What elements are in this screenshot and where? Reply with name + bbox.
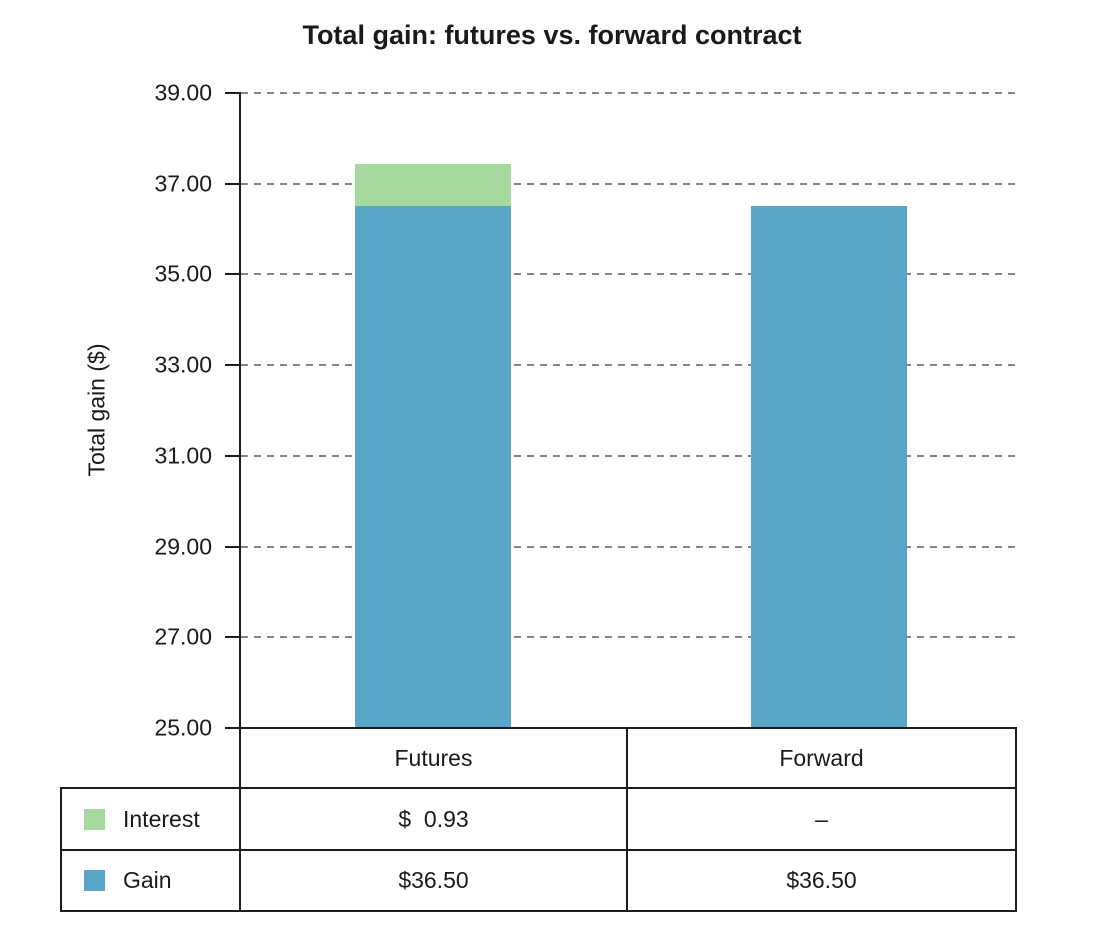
table-header-forward: Forward bbox=[779, 744, 864, 771]
y-tick-mark bbox=[225, 636, 241, 639]
table-cell-interest-forward: – bbox=[815, 805, 828, 832]
y-tick-label: 33.00 bbox=[154, 351, 212, 378]
table-header-futures: Futures bbox=[394, 744, 473, 771]
y-tick-mark bbox=[225, 273, 241, 276]
table-cell-interest-futures: $ 0.93 bbox=[398, 805, 469, 832]
y-tick-mark bbox=[225, 364, 241, 367]
table-line-h2 bbox=[60, 849, 1017, 851]
gridline bbox=[241, 636, 1017, 639]
table-line-h1 bbox=[60, 787, 1017, 789]
y-tick-label: 31.00 bbox=[154, 442, 212, 469]
legend-item-gain: Gain bbox=[62, 851, 239, 910]
y-tick-mark bbox=[225, 454, 241, 457]
y-tick-label: 35.00 bbox=[154, 260, 212, 287]
gridline bbox=[241, 454, 1017, 457]
bar-futures-gain bbox=[355, 206, 511, 728]
x-axis-line bbox=[239, 727, 1017, 729]
table-line-v-mid bbox=[626, 727, 628, 912]
table-cell-gain-futures: $36.50 bbox=[398, 867, 469, 893]
gain-swatch-icon bbox=[84, 870, 105, 891]
table-line-v-right bbox=[1015, 727, 1017, 912]
bar-forward-gain bbox=[751, 206, 907, 728]
y-tick-mark bbox=[225, 727, 241, 729]
legend-item-interest: Interest bbox=[62, 789, 239, 849]
bar-futures-interest bbox=[355, 164, 511, 207]
y-tick-mark bbox=[225, 545, 241, 548]
y-tick-label: 25.00 bbox=[154, 714, 212, 741]
y-tick-label: 29.00 bbox=[154, 533, 212, 560]
gridline bbox=[241, 182, 1017, 185]
y-tick-label: 39.00 bbox=[154, 79, 212, 106]
interest-swatch-icon bbox=[84, 808, 105, 830]
table-cell-gain-forward: $36.50 bbox=[786, 867, 857, 893]
legend-label-gain: Gain bbox=[123, 867, 172, 893]
legend-label-interest: Interest bbox=[123, 805, 200, 832]
y-axis-line bbox=[239, 93, 241, 912]
y-tick-mark bbox=[225, 182, 241, 185]
table-line-h3 bbox=[60, 910, 1017, 912]
gridline bbox=[241, 273, 1017, 276]
y-tick-label: 37.00 bbox=[154, 170, 212, 197]
gridline bbox=[241, 92, 1017, 94]
gridline bbox=[241, 545, 1017, 548]
y-tick-mark bbox=[225, 92, 241, 94]
gridline bbox=[241, 364, 1017, 367]
table-line-v-left bbox=[60, 787, 62, 912]
chart-title: Total gain: futures vs. forward contract bbox=[302, 20, 802, 50]
y-tick-label: 27.00 bbox=[154, 623, 212, 650]
